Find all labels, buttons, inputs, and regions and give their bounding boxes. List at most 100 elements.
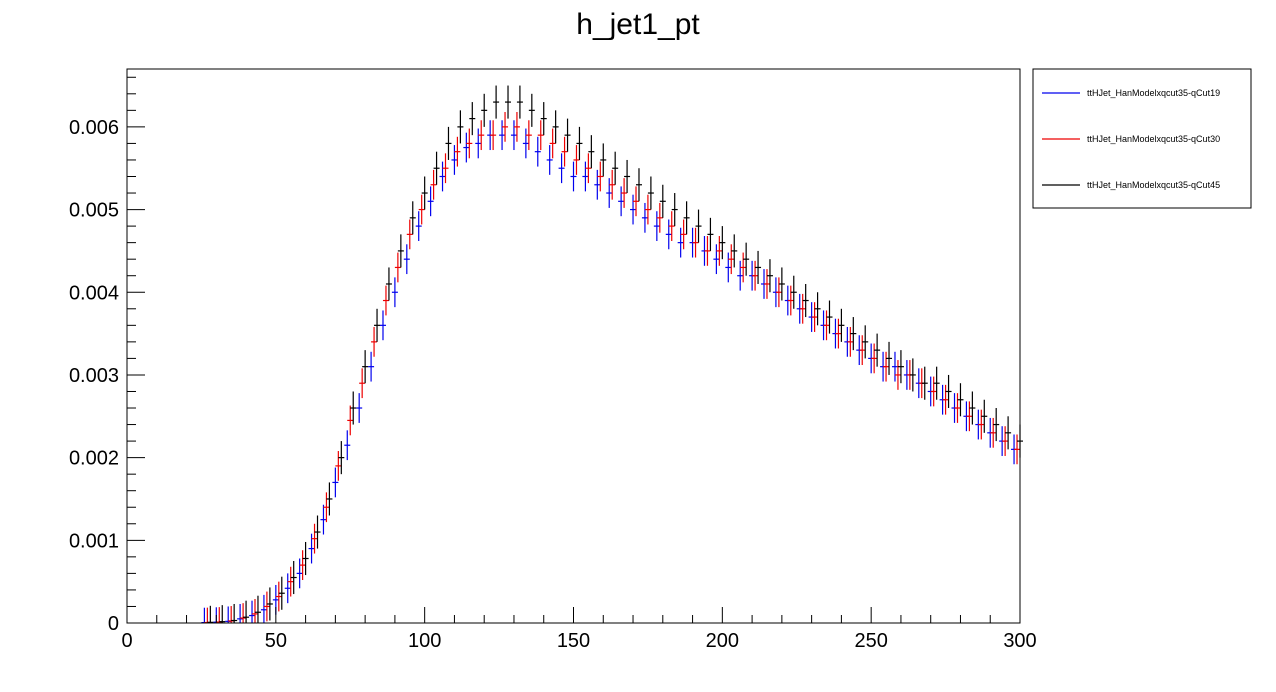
data-point: [582, 161, 589, 192]
data-point: [859, 335, 866, 366]
data-point: [505, 85, 512, 119]
data-point: [647, 176, 654, 210]
data-point: [886, 341, 893, 375]
data-point: [633, 186, 640, 217]
data-point: [430, 169, 437, 200]
x-tick-label: 150: [557, 630, 590, 652]
x-tick-label: 300: [1003, 630, 1036, 652]
data-point: [513, 111, 520, 142]
data-point: [945, 374, 952, 409]
data-point: [415, 211, 422, 241]
data-point: [609, 169, 616, 200]
data-point: [743, 242, 750, 276]
data-point: [1002, 426, 1009, 456]
data-point: [290, 560, 297, 595]
data-point: [847, 326, 854, 357]
data-point: [826, 300, 833, 334]
data-point: [966, 401, 973, 432]
data-point: [207, 605, 214, 623]
data-point: [427, 186, 434, 217]
data-point: [713, 244, 720, 275]
data-point: [719, 226, 726, 260]
data-point: [814, 292, 821, 326]
data-point: [737, 260, 744, 291]
data-point: [594, 169, 601, 200]
data-point: [287, 566, 294, 597]
y-axis: 0 0.001 0.002 0.003 0.004 0.005 0.006: [69, 76, 145, 635]
legend: ttHJet_HanModelxqcut35-qCut19 ttHJet_HanM…: [1032, 68, 1252, 209]
data-point: [433, 151, 440, 185]
data-point: [894, 360, 901, 390]
data-point: [344, 430, 351, 461]
series-0: [201, 120, 1018, 624]
data-point: [251, 599, 258, 623]
data-point: [606, 178, 613, 208]
data-point: [546, 145, 553, 175]
data-point: [969, 391, 976, 425]
data-point: [478, 120, 485, 151]
data-point: [1014, 434, 1021, 465]
data-point: [838, 308, 845, 342]
data-point: [883, 351, 890, 382]
data-point: [957, 383, 964, 417]
legend-label: ttHJet_HanModelxqcut35-qCut30: [1087, 134, 1220, 144]
data-point: [909, 358, 916, 392]
data-point: [731, 234, 738, 268]
data-point: [260, 594, 267, 623]
data-point: [362, 350, 369, 384]
data-point: [775, 277, 782, 308]
data-point: [621, 178, 628, 208]
data-point: [516, 85, 523, 119]
data-point: [692, 227, 699, 258]
data-point: [442, 153, 449, 184]
data-point: [778, 267, 785, 301]
data-point: [254, 595, 261, 623]
data-point: [522, 128, 529, 159]
data-point: [421, 176, 428, 210]
data-point: [930, 376, 937, 407]
data-point: [728, 244, 735, 275]
data-point: [990, 417, 997, 448]
data-point: [612, 151, 619, 185]
data-point: [790, 275, 797, 309]
data-point: [475, 128, 482, 159]
data-point: [528, 93, 535, 127]
data-point: [897, 350, 904, 384]
data-point: [573, 145, 580, 175]
data-point: [680, 219, 687, 250]
data-point: [874, 333, 881, 367]
data-point: [755, 250, 762, 284]
data-point: [466, 128, 473, 159]
data-point: [564, 118, 571, 152]
data-point: [823, 310, 830, 341]
data-point: [463, 132, 470, 163]
data-point: [653, 211, 660, 241]
data-point: [382, 285, 389, 316]
data-point: [385, 267, 392, 301]
data-point: [445, 126, 452, 160]
data-point: [1005, 416, 1012, 450]
x-tick-label: 100: [408, 630, 441, 652]
data-point: [707, 217, 714, 251]
data-point: [356, 393, 363, 423]
data-point: [409, 201, 416, 235]
data-point: [725, 252, 732, 283]
data-point: [263, 591, 270, 622]
data-point: [249, 600, 256, 623]
data-point: [588, 135, 595, 169]
data-point: [457, 110, 464, 144]
data-point: [266, 587, 273, 621]
data-point: [439, 161, 446, 192]
x-tick-label: 250: [854, 630, 887, 652]
series-2: [207, 85, 1023, 623]
data-point: [451, 145, 458, 175]
series-1: [204, 111, 1021, 624]
data-point: [302, 541, 309, 576]
data-point: [871, 343, 878, 374]
data-point: [552, 110, 559, 144]
data-point: [371, 326, 378, 357]
data-point: [954, 393, 961, 423]
data-point: [695, 209, 702, 243]
data-point: [570, 161, 577, 192]
